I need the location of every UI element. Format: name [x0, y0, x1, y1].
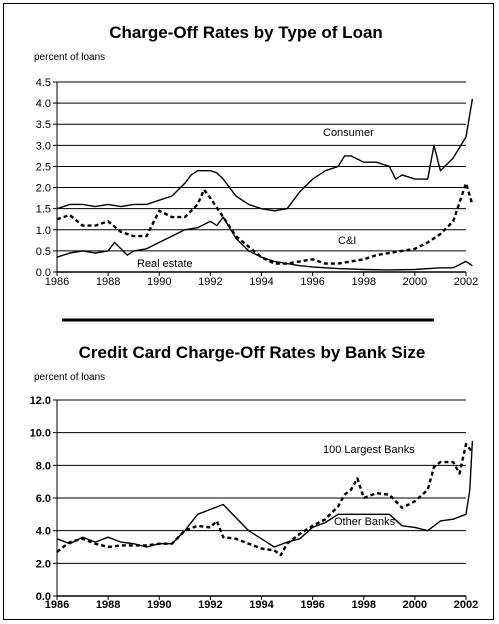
x-tick-label: 1996	[300, 276, 324, 288]
chart-bank-size: Credit Card Charge-Off Rates by Bank Siz…	[30, 343, 479, 611]
annotation-100-largest: 100 Largest Banks	[323, 444, 415, 456]
annotation-real-estate: Real estate	[137, 258, 193, 270]
unit-label: percent of loans	[34, 372, 105, 383]
chart-title: Charge-Off Rates by Type of Loan	[109, 23, 383, 42]
gridlines	[57, 399, 466, 597]
figure-frame	[3, 3, 494, 620]
y-tick-label: 4.0	[36, 526, 51, 538]
y-tick-label: 10.0	[30, 428, 51, 440]
gridlines	[57, 81, 466, 273]
x-tick-label: 1996	[300, 599, 324, 611]
annotation-other-banks: Other Banks	[334, 516, 396, 528]
annotation-ci: C&I	[338, 235, 356, 247]
axes: 0.0 0.5 1.0 1.5 2.0 2.5 3.0 3.5 4.0 4.5 1986 1988 19…	[36, 77, 479, 288]
x-tick-label: 1992	[198, 276, 222, 288]
y-tick-label: 1.0	[36, 225, 51, 237]
series-line-100-largest-banks	[56, 442, 474, 557]
x-tick-label: 1986	[45, 276, 69, 288]
x-tick-label: 1988	[96, 599, 120, 611]
y-tick-label: 6.0	[36, 493, 51, 505]
series-group	[56, 98, 474, 271]
x-tick-label: 1998	[352, 276, 376, 288]
y-tick-label: 0.0	[36, 267, 51, 279]
y-tick-label: 4.5	[36, 77, 51, 89]
annotation-consumer: Consumer	[323, 127, 374, 139]
x-tick-label: 2000	[403, 599, 427, 611]
series-line-other-banks	[56, 440, 474, 548]
series-group	[56, 440, 474, 557]
series-line-c-i	[56, 182, 474, 265]
y-tick-label: 0.0	[36, 591, 51, 603]
x-tick-label: 1994	[249, 599, 274, 611]
y-tick-label: 3.5	[36, 119, 51, 131]
series-line-consumer	[56, 98, 474, 212]
x-tick-label: 1998	[352, 599, 376, 611]
y-tick-label: 2.0	[36, 558, 51, 570]
x-tick-label: 1992	[198, 599, 222, 611]
x-tick-label: 1994	[249, 276, 273, 288]
chart-loan-type: Charge-Off Rates by Type of Loan percent…	[34, 23, 478, 288]
x-tick-label: 2000	[403, 276, 427, 288]
chart-title: Credit Card Charge-Off Rates by Bank Siz…	[79, 343, 426, 362]
x-tick-label: 1990	[147, 276, 171, 288]
x-tick-label: 2002	[454, 599, 478, 611]
y-tick-label: 12.0	[30, 395, 51, 407]
y-tick-label: 0.5	[36, 246, 51, 258]
y-tick-label: 8.0	[36, 460, 51, 472]
y-tick-label: 4.0	[36, 98, 51, 110]
series-line-real-estate	[56, 216, 473, 271]
y-tick-label: 2.5	[36, 161, 51, 173]
axes: 0.0 2.0 4.0 6.0 8.0 10.0 12.0 1986 1988 1990 1992 1…	[30, 395, 479, 611]
y-tick-label: 3.0	[36, 140, 51, 152]
x-tick-label: 1986	[45, 599, 69, 611]
y-tick-label: 2.0	[36, 183, 51, 195]
y-tick-label: 1.5	[36, 204, 51, 216]
x-tick-label: 1988	[96, 276, 120, 288]
x-tick-label: 1990	[147, 599, 171, 611]
x-tick-label: 2002	[454, 276, 478, 288]
unit-label: percent of loans	[34, 52, 105, 63]
